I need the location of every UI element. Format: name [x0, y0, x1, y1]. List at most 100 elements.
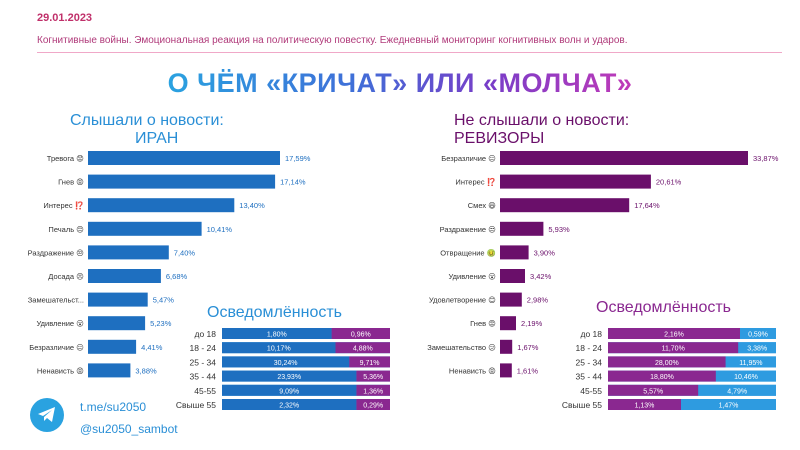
left-emotion-label: Тревога 😟 [47, 154, 84, 163]
right-age-label: до 18 [580, 329, 602, 339]
left-age-value-series2: 0,96% [351, 332, 371, 339]
left-emotion-label: Раздражение 😒 [28, 248, 84, 257]
left-emotion-label: Гнев 😡 [58, 178, 84, 187]
right-emotion-bar [500, 151, 748, 165]
left-age-bar-series1 [222, 399, 357, 410]
right-emotion-value: 2,98% [527, 296, 549, 305]
right-age-bar-series1 [608, 342, 739, 354]
right-emotion-label: Замешательство 😕 [427, 343, 496, 352]
right-emotion-value: 17,64% [634, 201, 660, 210]
right-age-label: 35 - 44 [576, 372, 603, 382]
left-age-label: Свыше 55 [176, 400, 216, 410]
right-age-value-series2: 11,95% [739, 360, 762, 367]
header-divider [37, 52, 782, 53]
left-emotion-value: 3,88% [135, 366, 157, 375]
right-age-bar-series1 [608, 399, 681, 410]
title-wrap: О ЧЁМ «КРИЧАТ» ИЛИ «МОЛЧАТ» [0, 68, 800, 99]
right-age-label: Свыше 55 [562, 400, 602, 410]
left-age-bar-series1 [222, 370, 357, 382]
left-age-bar-series2 [356, 399, 390, 410]
left-emotion-bar [88, 221, 202, 236]
right-age-bar-series2 [715, 370, 776, 382]
right-emotion-bar [500, 198, 630, 213]
right-age-value-series1: 2,16% [664, 332, 684, 339]
left-age-value-series1: 9,09% [279, 388, 299, 395]
left-emotion-label: Печаль 😔 [48, 225, 84, 234]
left-age-bar-series1 [222, 328, 332, 339]
right-age-value-series2: 1,47% [719, 403, 739, 410]
left-age-value-series2: 0,29% [363, 403, 383, 410]
report-date: 29.01.2023 [37, 12, 93, 24]
left-age-value-series1: 30,24% [274, 360, 298, 367]
right-age-bar-series2 [698, 384, 776, 396]
right-topic: РЕВИЗОРЫ [454, 130, 545, 147]
left-emotion-value: 7,40% [174, 248, 196, 257]
left-age-value-series2: 1,36% [363, 388, 383, 395]
left-emotion-value: 5,47% [153, 296, 175, 305]
right-emotion-bar [500, 221, 544, 236]
right-emotion-bar [500, 316, 516, 331]
left-age-value-series2: 9,71% [360, 360, 380, 367]
right-emotion-bar [500, 292, 522, 307]
left-topic: ИРАН [135, 130, 179, 147]
left-emotion-bar [88, 339, 137, 354]
left-emotion-bar [88, 245, 169, 260]
left-emotion-bar [88, 198, 235, 213]
right-age-value-series1: 11,70% [662, 346, 685, 353]
right-age-value-series1: 18,80% [650, 374, 674, 381]
left-age-label: 45-55 [194, 386, 216, 396]
right-emotion-bar [500, 269, 525, 283]
right-age-value-series2: 0,59% [748, 332, 768, 339]
telegram-link[interactable]: t.me/su2050 [80, 400, 147, 414]
bot-handle: @su2050_sambot [80, 422, 178, 436]
left-emotion-bar [88, 174, 276, 189]
right-emotion-value: 33,87% [753, 154, 779, 163]
left-emotion-bar [88, 316, 146, 331]
left-emotion-bar [88, 151, 280, 165]
right-age-value-series2: 4,79% [727, 388, 747, 395]
left-age-value-series1: 10,17% [267, 346, 291, 353]
right-emotion-bar [500, 339, 513, 354]
left-emotion-label: Ненависть 😡 [37, 366, 84, 375]
left-emotion-value: 6,68% [166, 272, 188, 281]
right-awareness-title: Осведомлённость [596, 299, 731, 316]
left-emotion-bar [88, 269, 161, 283]
left-emotion-label: Удивление 😮 [36, 319, 84, 328]
left-emotion-value: 5,23% [150, 319, 172, 328]
right-emotion-value: 20,61% [656, 178, 682, 187]
left-age-bar-series2 [356, 370, 390, 382]
left-age-value-series1: 1,80% [267, 332, 287, 339]
right-heading: Не слышали о новости: [454, 112, 630, 129]
left-age-label: 35 - 44 [190, 372, 217, 382]
right-emotion-bar [500, 245, 529, 260]
right-age-bar-series1 [608, 370, 716, 382]
left-emotion-value: 17,59% [285, 154, 311, 163]
right-age-value-series1: 28,00% [655, 360, 679, 367]
left-age-bar-series1 [222, 384, 357, 396]
left-age-bar-series2 [331, 328, 390, 339]
right-age-bar-series2 [681, 399, 776, 410]
right-age-label: 45-55 [580, 386, 602, 396]
left-age-bar-series1 [222, 342, 336, 354]
report-subtitle: Когнитивные войны. Эмоциональная реакция… [37, 35, 628, 46]
left-age-bar-series2 [356, 384, 390, 396]
left-age-value-series2: 5,36% [363, 374, 383, 381]
left-age-value-series2: 4,88% [353, 346, 373, 353]
left-age-bar-series1 [222, 356, 350, 368]
right-emotion-value: 1,67% [517, 343, 539, 352]
right-emotion-value: 5,93% [548, 225, 570, 234]
right-emotion-label: Удивление 😮 [448, 272, 496, 281]
right-age-bar-series2 [738, 342, 776, 354]
left-emotion-bar [88, 292, 148, 307]
right-emotion-label: Ненависть 😡 [449, 366, 496, 375]
page-title: О ЧЁМ «КРИЧАТ» ИЛИ «МОЛЧАТ» [167, 68, 633, 98]
right-emotion-bar [500, 363, 512, 378]
right-emotion-value: 3,42% [530, 272, 552, 281]
left-emotion-label: Интерес ⁉️ [43, 201, 84, 210]
right-emotion-value: 1,61% [517, 366, 539, 375]
right-emotion-label: Интерес ⁉️ [455, 178, 496, 187]
right-emotion-label: Отвращение 🤢 [440, 248, 496, 257]
left-age-bar-series2 [349, 356, 390, 368]
right-age-label: 25 - 34 [576, 357, 603, 367]
